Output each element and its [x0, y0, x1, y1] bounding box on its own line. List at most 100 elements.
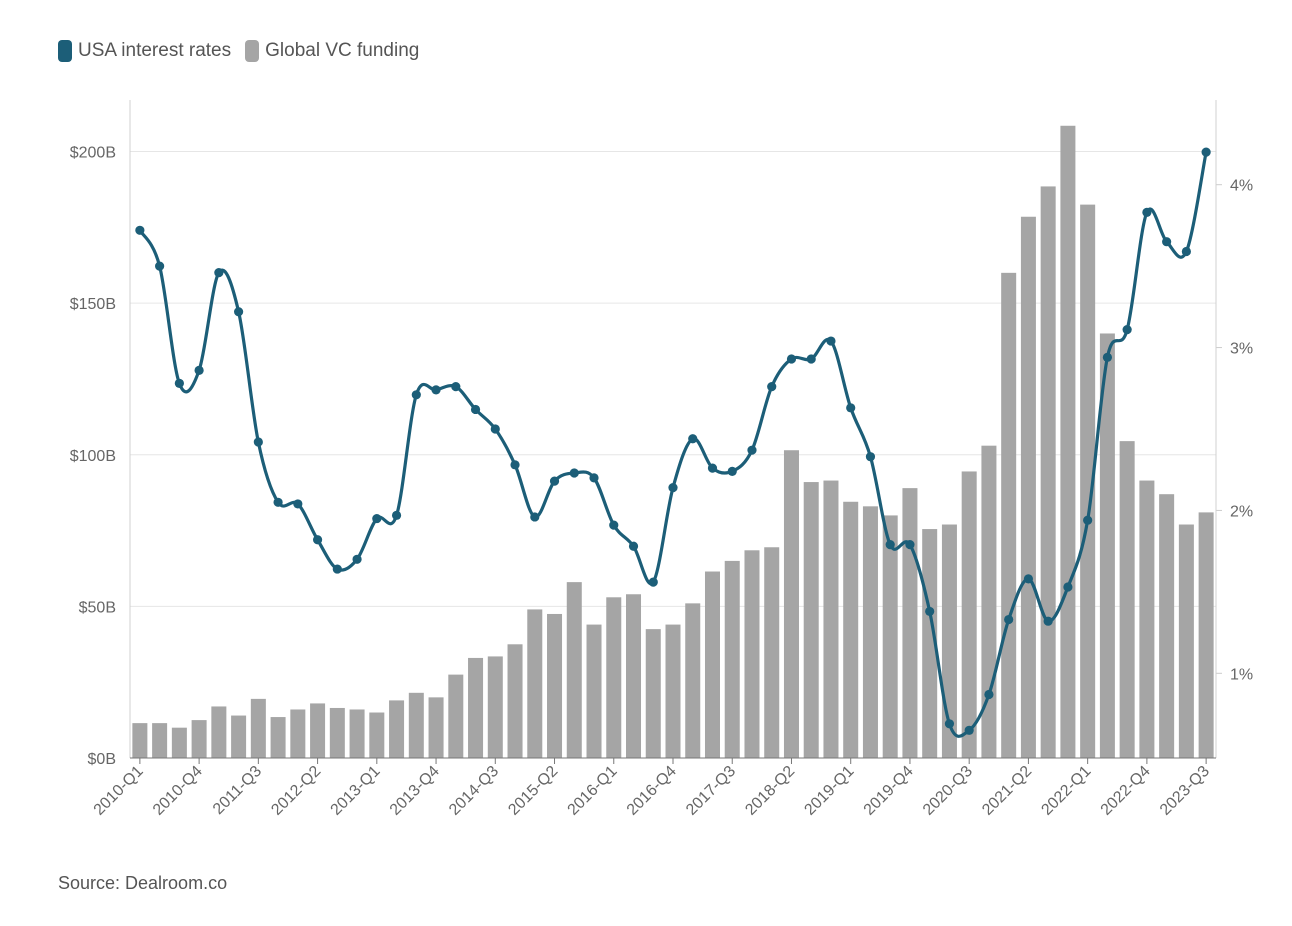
interest-rate-point — [214, 268, 224, 278]
bar — [369, 712, 385, 758]
bar — [764, 547, 780, 758]
bar — [566, 582, 582, 758]
interest-rate-point — [1162, 237, 1172, 247]
bar — [1040, 186, 1056, 758]
interest-rate-point — [846, 403, 856, 413]
interest-rate-point — [1083, 515, 1093, 525]
interest-rate-point — [332, 564, 342, 574]
interest-rate-point — [925, 606, 935, 617]
bar — [250, 698, 266, 758]
y-left-tick-label: $200B — [70, 145, 116, 162]
interest-rate-point — [135, 225, 145, 235]
legend-item-vc-funding[interactable]: Global VC funding — [245, 40, 419, 62]
interest-rate-point — [352, 554, 362, 564]
x-tick-label: 2016-Q1 — [565, 763, 621, 819]
interest-rate-point — [155, 261, 165, 271]
x-tick-label: 2013-Q4 — [387, 763, 443, 819]
interest-rate-point — [470, 404, 481, 415]
bar — [1060, 125, 1076, 759]
bar — [922, 529, 938, 758]
legend-item-interest-rates[interactable]: USA interest rates — [58, 40, 231, 62]
bar — [1198, 512, 1214, 758]
bar — [152, 723, 168, 758]
x-tick-label: 2017-Q3 — [683, 763, 739, 819]
interest-rate-point — [826, 336, 836, 346]
bar — [448, 674, 464, 758]
legend-label-interest-rates: USA interest rates — [78, 40, 232, 61]
bar — [626, 594, 642, 758]
bar — [843, 501, 859, 758]
interest-rate-point — [194, 365, 204, 375]
interest-rate-point — [1181, 246, 1191, 257]
interest-rate-point — [312, 535, 323, 545]
bar — [803, 482, 819, 758]
interest-rate-point — [1201, 147, 1211, 157]
interest-rate-point — [273, 497, 283, 507]
y-right-tick-label: 4% — [1230, 178, 1253, 195]
interest-rate-point — [1063, 582, 1073, 592]
interest-rate-point — [451, 382, 461, 392]
bar — [310, 703, 326, 758]
interest-rate-point — [411, 390, 421, 400]
interest-rate-point — [648, 577, 658, 587]
bar — [1099, 333, 1115, 758]
bar — [191, 720, 207, 758]
bar — [1119, 441, 1135, 758]
bar — [586, 624, 602, 758]
y-left-tick-label: $0B — [88, 751, 116, 768]
interest-rate-point — [767, 382, 777, 392]
bar — [389, 700, 405, 758]
legend-swatch-interest-rates — [58, 40, 72, 62]
x-tick-label: 2010-Q1 — [91, 763, 147, 819]
bar — [231, 715, 247, 758]
x-tick-label: 2012-Q2 — [268, 763, 324, 819]
interest-rate-point — [786, 354, 797, 364]
interest-rate-point — [293, 499, 303, 509]
bar — [468, 657, 484, 758]
y-left-tick-label: $50B — [79, 599, 116, 616]
interest-rate-point — [510, 460, 520, 470]
interest-rate-point — [490, 424, 500, 434]
bar — [211, 706, 227, 758]
interest-rate-point — [589, 473, 599, 483]
bar — [882, 515, 898, 758]
x-tick-label: 2016-Q4 — [624, 763, 680, 819]
bar — [902, 488, 918, 758]
bar — [547, 613, 563, 758]
interest-rate-point — [372, 513, 382, 524]
interest-rate-point — [806, 354, 816, 364]
x-tick-label: 2023-Q3 — [1157, 763, 1213, 819]
x-tick-label: 2021-Q2 — [979, 763, 1035, 819]
interest-rate-point — [431, 385, 441, 395]
bar — [783, 450, 799, 758]
bar — [1178, 524, 1194, 758]
source-note: Source: Dealroom.co — [58, 873, 228, 893]
interest-rate-point — [944, 719, 955, 729]
interest-rate-point — [391, 510, 402, 520]
interest-rate-point — [1004, 614, 1014, 625]
bar — [132, 723, 148, 758]
x-tick-label: 2020-Q3 — [920, 763, 976, 819]
bar — [290, 709, 306, 758]
legend-swatch-vc-funding — [245, 40, 260, 62]
bar — [606, 597, 622, 758]
interest-rate-point — [253, 437, 263, 447]
y-left-tick-label: $150B — [70, 296, 116, 313]
bar — [704, 571, 720, 758]
x-tick-label: 2019-Q1 — [801, 763, 857, 819]
bar — [349, 709, 365, 758]
bar — [1139, 480, 1155, 758]
bar — [1020, 216, 1036, 758]
bar — [1159, 494, 1175, 758]
bar — [487, 656, 503, 758]
interest-rate-point — [1142, 207, 1152, 217]
interest-rate-point — [747, 445, 757, 455]
interest-rate-line — [138, 151, 1208, 738]
interest-rate-point — [234, 307, 244, 317]
y-right-tick-label: 2% — [1230, 503, 1253, 520]
x-tick-label: 2010-Q4 — [150, 763, 206, 819]
x-tick-label: 2022-Q1 — [1038, 763, 1094, 819]
bar — [645, 629, 661, 758]
interest-rate-point — [905, 540, 915, 550]
bar — [724, 560, 740, 758]
